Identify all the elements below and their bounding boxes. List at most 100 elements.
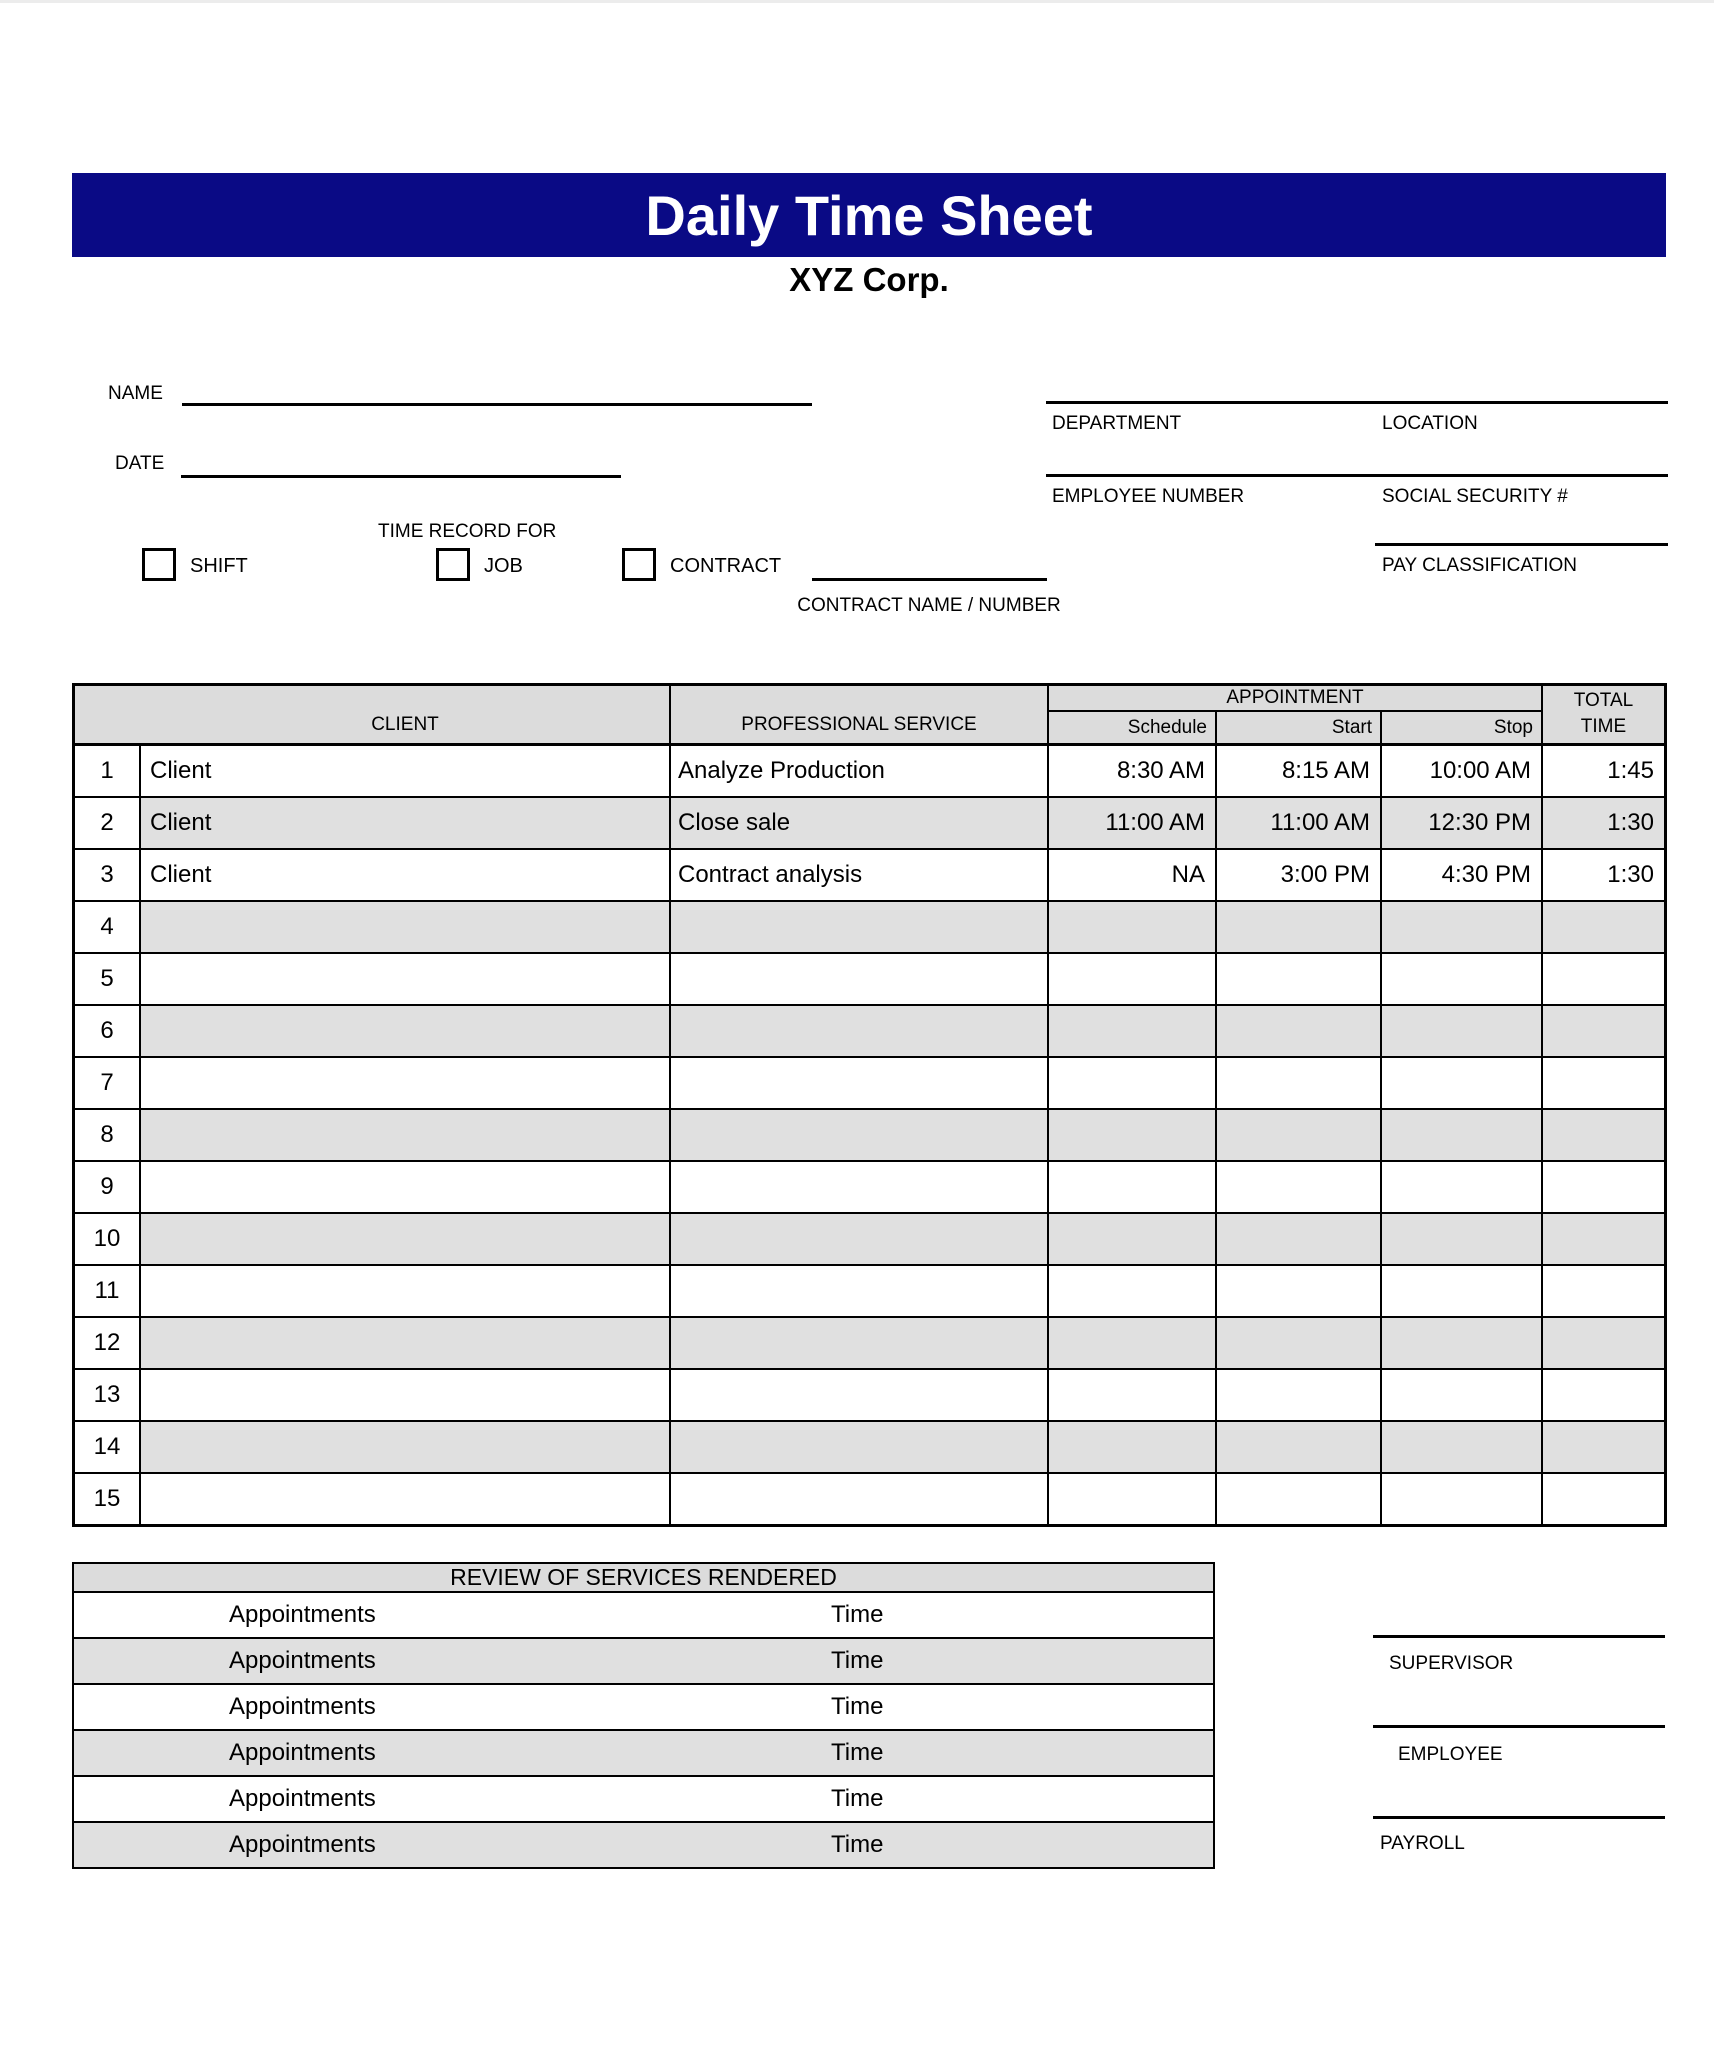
cell-client-row-14[interactable] — [141, 1422, 671, 1472]
cell-start-row-15[interactable] — [1217, 1474, 1382, 1524]
cell-client-row-15[interactable] — [141, 1474, 671, 1524]
cell-schedule-row-14[interactable] — [1049, 1422, 1217, 1472]
cell-start-row-10[interactable] — [1217, 1214, 1382, 1264]
cell-total-row-15[interactable] — [1543, 1474, 1664, 1524]
cell-total-row-5[interactable] — [1543, 954, 1664, 1004]
cell-start-row-3[interactable]: 3:00 PM — [1217, 850, 1382, 900]
cell-total-row-10[interactable] — [1543, 1214, 1664, 1264]
cell-service-row-13[interactable] — [671, 1370, 1049, 1420]
cell-client-row-4[interactable] — [141, 902, 671, 952]
cell-schedule-row-15[interactable] — [1049, 1474, 1217, 1524]
cell-total-row-2[interactable]: 1:30 — [1543, 798, 1664, 848]
cell-start-row-13[interactable] — [1217, 1370, 1382, 1420]
cell-client-row-3[interactable]: Client — [141, 850, 671, 900]
cell-service-row-6[interactable] — [671, 1006, 1049, 1056]
cell-start-row-9[interactable] — [1217, 1162, 1382, 1212]
cell-start-row-12[interactable] — [1217, 1318, 1382, 1368]
cell-total-row-8[interactable] — [1543, 1110, 1664, 1160]
cell-schedule-row-7[interactable] — [1049, 1058, 1217, 1108]
contract-checkbox[interactable] — [622, 548, 656, 581]
cell-client-row-12[interactable] — [141, 1318, 671, 1368]
cell-stop-row-12[interactable] — [1382, 1318, 1543, 1368]
cell-service-row-8[interactable] — [671, 1110, 1049, 1160]
cell-start-row-4[interactable] — [1217, 902, 1382, 952]
cell-client-row-7[interactable] — [141, 1058, 671, 1108]
cell-stop-row-2[interactable]: 12:30 PM — [1382, 798, 1543, 848]
cell-schedule-row-10[interactable] — [1049, 1214, 1217, 1264]
cell-client-row-9[interactable] — [141, 1162, 671, 1212]
cell-service-row-1[interactable]: Analyze Production — [671, 746, 1049, 796]
pay-classification-input-line[interactable] — [1375, 543, 1668, 546]
cell-total-row-6[interactable] — [1543, 1006, 1664, 1056]
cell-stop-row-15[interactable] — [1382, 1474, 1543, 1524]
cell-service-row-9[interactable] — [671, 1162, 1049, 1212]
cell-total-row-14[interactable] — [1543, 1422, 1664, 1472]
cell-total-row-7[interactable] — [1543, 1058, 1664, 1108]
name-input-line[interactable] — [182, 403, 812, 406]
job-checkbox[interactable] — [436, 548, 470, 581]
cell-client-row-5[interactable] — [141, 954, 671, 1004]
cell-client-row-10[interactable] — [141, 1214, 671, 1264]
cell-total-row-9[interactable] — [1543, 1162, 1664, 1212]
cell-schedule-row-5[interactable] — [1049, 954, 1217, 1004]
cell-total-row-12[interactable] — [1543, 1318, 1664, 1368]
cell-client-row-13[interactable] — [141, 1370, 671, 1420]
cell-schedule-row-12[interactable] — [1049, 1318, 1217, 1368]
cell-schedule-row-8[interactable] — [1049, 1110, 1217, 1160]
cell-schedule-row-6[interactable] — [1049, 1006, 1217, 1056]
cell-stop-row-4[interactable] — [1382, 902, 1543, 952]
date-input-line[interactable] — [181, 475, 621, 478]
cell-start-row-2[interactable]: 11:00 AM — [1217, 798, 1382, 848]
cell-start-row-11[interactable] — [1217, 1266, 1382, 1316]
cell-client-row-1[interactable]: Client — [141, 746, 671, 796]
cell-service-row-3[interactable]: Contract analysis — [671, 850, 1049, 900]
cell-service-row-7[interactable] — [671, 1058, 1049, 1108]
shift-checkbox[interactable] — [142, 548, 176, 581]
cell-total-row-1[interactable]: 1:45 — [1543, 746, 1664, 796]
cell-stop-row-10[interactable] — [1382, 1214, 1543, 1264]
cell-schedule-row-2[interactable]: 11:00 AM — [1049, 798, 1217, 848]
contract-name-input-line[interactable] — [812, 578, 1047, 581]
cell-stop-row-5[interactable] — [1382, 954, 1543, 1004]
cell-service-row-10[interactable] — [671, 1214, 1049, 1264]
cell-client-row-8[interactable] — [141, 1110, 671, 1160]
cell-start-row-1[interactable]: 8:15 AM — [1217, 746, 1382, 796]
cell-schedule-row-4[interactable] — [1049, 902, 1217, 952]
cell-service-row-2[interactable]: Close sale — [671, 798, 1049, 848]
cell-service-row-12[interactable] — [671, 1318, 1049, 1368]
cell-service-row-5[interactable] — [671, 954, 1049, 1004]
cell-stop-row-14[interactable] — [1382, 1422, 1543, 1472]
cell-stop-row-11[interactable] — [1382, 1266, 1543, 1316]
cell-start-row-6[interactable] — [1217, 1006, 1382, 1056]
cell-total-row-13[interactable] — [1543, 1370, 1664, 1420]
cell-schedule-row-1[interactable]: 8:30 AM — [1049, 746, 1217, 796]
cell-stop-row-6[interactable] — [1382, 1006, 1543, 1056]
cell-start-row-8[interactable] — [1217, 1110, 1382, 1160]
cell-schedule-row-11[interactable] — [1049, 1266, 1217, 1316]
cell-start-row-7[interactable] — [1217, 1058, 1382, 1108]
cell-stop-row-3[interactable]: 4:30 PM — [1382, 850, 1543, 900]
cell-total-row-11[interactable] — [1543, 1266, 1664, 1316]
cell-total-row-3[interactable]: 1:30 — [1543, 850, 1664, 900]
payroll-signature-line[interactable] — [1373, 1816, 1665, 1819]
supervisor-signature-line[interactable] — [1373, 1635, 1665, 1638]
employee-signature-line[interactable] — [1373, 1725, 1665, 1728]
cell-start-row-5[interactable] — [1217, 954, 1382, 1004]
department-location-input-line[interactable] — [1046, 401, 1668, 404]
cell-stop-row-1[interactable]: 10:00 AM — [1382, 746, 1543, 796]
cell-stop-row-9[interactable] — [1382, 1162, 1543, 1212]
cell-schedule-row-3[interactable]: NA — [1049, 850, 1217, 900]
cell-service-row-14[interactable] — [671, 1422, 1049, 1472]
cell-client-row-11[interactable] — [141, 1266, 671, 1316]
cell-service-row-15[interactable] — [671, 1474, 1049, 1524]
cell-client-row-2[interactable]: Client — [141, 798, 671, 848]
cell-stop-row-8[interactable] — [1382, 1110, 1543, 1160]
cell-stop-row-13[interactable] — [1382, 1370, 1543, 1420]
cell-schedule-row-9[interactable] — [1049, 1162, 1217, 1212]
cell-service-row-4[interactable] — [671, 902, 1049, 952]
cell-total-row-4[interactable] — [1543, 902, 1664, 952]
employee-number-ssn-input-line[interactable] — [1046, 474, 1668, 477]
cell-service-row-11[interactable] — [671, 1266, 1049, 1316]
cell-start-row-14[interactable] — [1217, 1422, 1382, 1472]
cell-schedule-row-13[interactable] — [1049, 1370, 1217, 1420]
